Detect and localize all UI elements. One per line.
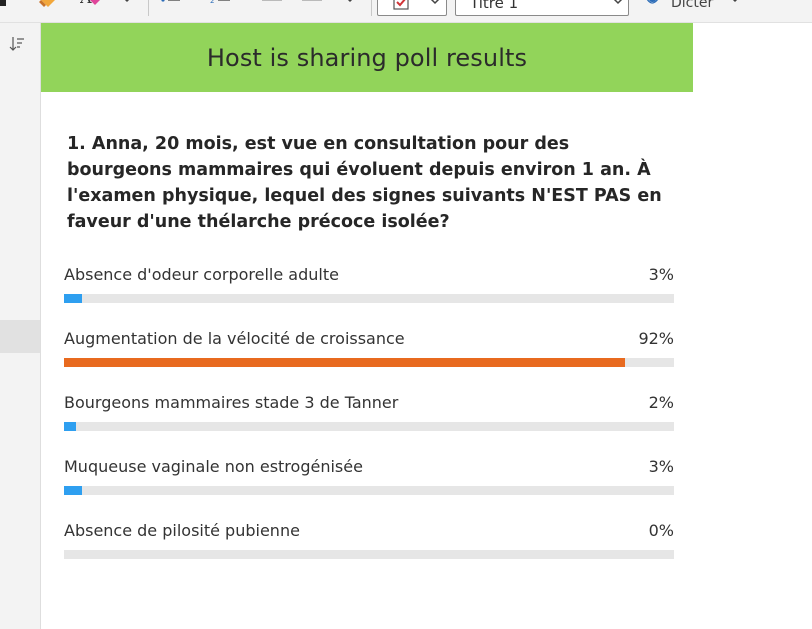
poll-answer: Absence d'odeur corporelle adulte 3% (64, 265, 674, 305)
answer-label: Bourgeons mammaires stade 3 de Tanner (64, 393, 399, 412)
answer-label: Muqueuse vaginale non estrogénisée (64, 457, 363, 476)
answer-label: Absence d'odeur corporelle adulte (64, 265, 339, 284)
answer-bar-track (64, 422, 674, 431)
microphone-icon[interactable] (645, 0, 661, 12)
answer-label: Absence de pilosité pubienne (64, 521, 300, 540)
style-value: Titre 1 (470, 0, 519, 12)
left-pane (0, 23, 41, 629)
answer-bar-fill (64, 358, 626, 367)
paragraph-dropdown-icon[interactable] (343, 0, 357, 12)
answer-bar-fill (64, 486, 83, 495)
checkbox-dropdown[interactable] (377, 0, 447, 16)
increase-indent-icon[interactable] (302, 0, 324, 12)
poll-question: 1. Anna, 20 mois, est vue en consultatio… (67, 134, 662, 232)
svg-text:A: A (80, 0, 92, 7)
answer-bar-track (64, 486, 674, 495)
answer-percent: 2% (648, 393, 674, 412)
answer-bar-track (64, 550, 674, 559)
ribbon-toolbar: A 12 Titre 1 Dicter (0, 0, 812, 23)
selected-page-row[interactable] (0, 320, 40, 353)
answer-percent: 3% (648, 265, 674, 284)
svg-text:2: 2 (210, 0, 214, 5)
answer-percent: 92% (638, 329, 674, 348)
checkbox-icon (392, 0, 412, 17)
style-dropdown[interactable]: Titre 1 (455, 0, 629, 16)
poll-answer: Absence de pilosité pubienne 0% (64, 521, 674, 561)
dictate-dropdown-icon[interactable] (728, 0, 742, 12)
answer-label: Augmentation de la vélocité de croissanc… (64, 329, 405, 348)
toolbar-separator (148, 0, 149, 16)
bullet-list-icon[interactable] (160, 0, 182, 12)
poll-header: Host is sharing poll results (41, 23, 693, 92)
chevron-down-icon (428, 0, 442, 12)
answer-percent: 3% (648, 457, 674, 476)
clear-format-icon[interactable]: A (80, 0, 102, 12)
sort-icon[interactable] (9, 36, 25, 56)
answer-bar-track (64, 294, 674, 303)
poll-answer: Augmentation de la vélocité de croissanc… (64, 329, 674, 369)
answer-percent: 0% (648, 521, 674, 540)
poll-answer: Muqueuse vaginale non estrogénisée 3% (64, 457, 674, 497)
answer-bar-fill (64, 294, 83, 303)
eraser-icon[interactable] (38, 0, 58, 12)
numbered-list-icon[interactable]: 12 (210, 0, 232, 12)
poll-header-title: Host is sharing poll results (206, 43, 528, 72)
dictate-button-label[interactable]: Dicter (671, 0, 714, 11)
answer-bar-fill (64, 422, 77, 431)
clear-format-dropdown-icon[interactable] (120, 0, 134, 12)
decrease-indent-icon[interactable] (262, 0, 284, 12)
answer-bar-track (64, 358, 674, 367)
toolbar-separator (371, 0, 372, 16)
chevron-down-icon (611, 0, 625, 12)
poll-answer: Bourgeons mammaires stade 3 de Tanner 2% (64, 393, 674, 433)
font-color-icon[interactable] (0, 0, 10, 12)
